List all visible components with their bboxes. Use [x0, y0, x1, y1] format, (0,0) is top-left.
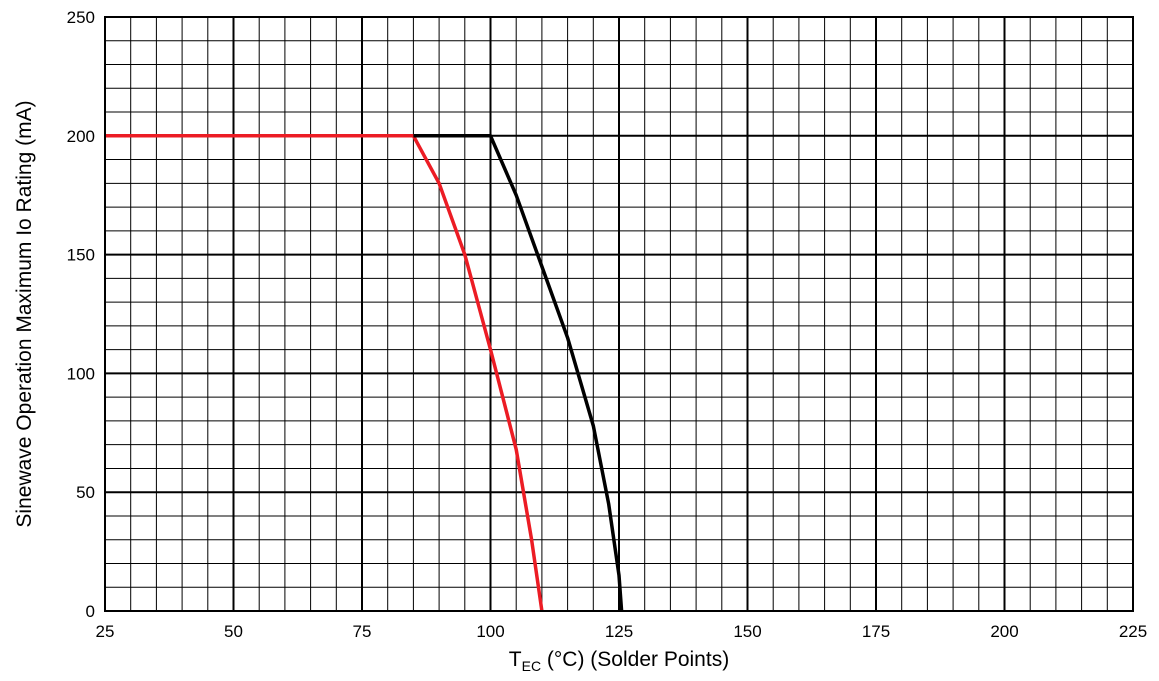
x-axis-label-main: T: [509, 648, 522, 671]
x-axis-label-subscript: EC: [522, 658, 541, 674]
x-tick-label: 100: [476, 622, 504, 641]
x-tick-label: 150: [733, 622, 761, 641]
x-axis-label: TEC (°C) (Solder Points): [509, 648, 729, 674]
series-line-2: [413, 134, 624, 612]
y-tick-label: 100: [67, 364, 95, 383]
y-tick-label: 150: [67, 246, 95, 265]
y-tick-label: 250: [67, 8, 95, 27]
x-tick-label: 25: [96, 622, 115, 641]
x-tick-label: 75: [353, 622, 372, 641]
x-axis-label-rest: (°C) (Solder Points): [541, 648, 729, 671]
y-tick-label: 0: [86, 602, 95, 621]
x-tick-label: 125: [605, 622, 633, 641]
series-layer: [105, 134, 624, 612]
y-axis-label: Sinewave Operation Maximum Io Rating (mA…: [13, 100, 36, 527]
x-tick-label: 50: [224, 622, 243, 641]
series-line-1: [105, 134, 544, 612]
y-tick-label: 200: [67, 127, 95, 146]
x-tick-labels: 25 50 75 100 125 150 175 200 225: [96, 622, 1148, 641]
y-tick-label: 50: [76, 483, 95, 502]
x-tick-label: 200: [990, 622, 1018, 641]
x-tick-label: 175: [862, 622, 890, 641]
y-tick-labels: 0 50 100 150 200 250: [67, 8, 95, 621]
plot-frame: [104, 16, 1134, 612]
x-tick-label: 225: [1119, 622, 1147, 641]
